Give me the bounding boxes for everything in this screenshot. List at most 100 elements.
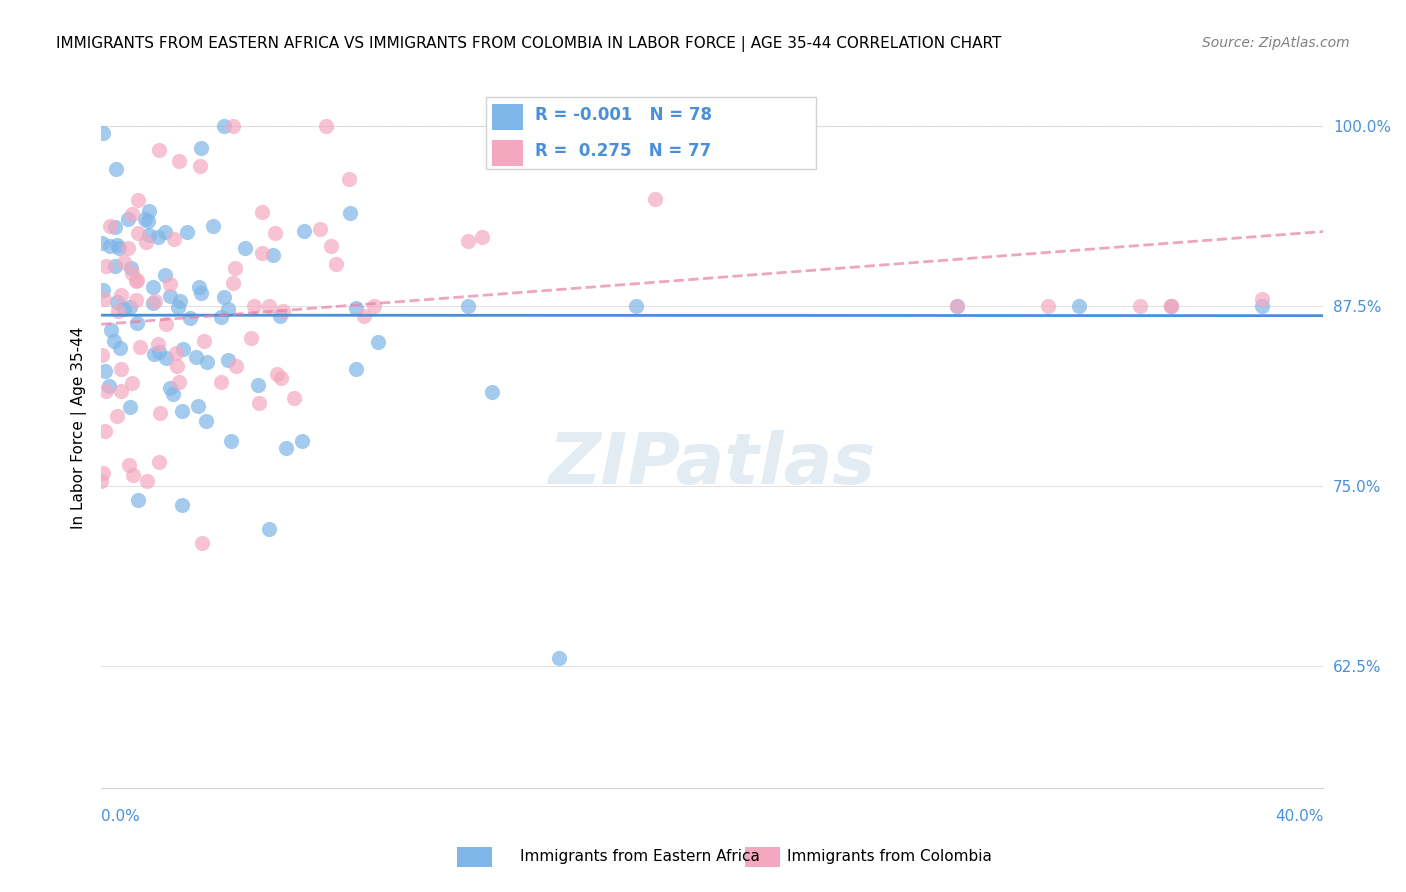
Point	[121, 266, 143, 280]
Point	[105, 162, 128, 177]
Point	[457, 234, 479, 248]
Point	[112, 301, 135, 316]
Point	[172, 343, 194, 357]
Point	[212, 119, 235, 133]
Point	[138, 204, 160, 219]
Text: Source: ZipAtlas.com: Source: ZipAtlas.com	[1202, 36, 1350, 50]
Text: R =  0.275   N = 77: R = 0.275 N = 77	[536, 142, 711, 161]
Point	[162, 387, 184, 401]
Point	[190, 285, 212, 300]
Point	[125, 293, 148, 307]
Point	[91, 466, 114, 480]
Point	[337, 172, 360, 186]
Point	[117, 458, 139, 472]
Point	[107, 241, 129, 255]
Point	[127, 226, 149, 240]
Point	[262, 248, 284, 262]
Point	[270, 371, 292, 385]
FancyBboxPatch shape	[486, 97, 815, 169]
Point	[127, 493, 149, 508]
Point	[212, 290, 235, 304]
Point	[148, 143, 170, 157]
Point	[209, 375, 232, 389]
Point	[138, 228, 160, 243]
Point	[266, 367, 288, 381]
Point	[187, 399, 209, 413]
Point	[121, 376, 143, 390]
Point	[90, 475, 112, 489]
Point	[367, 334, 389, 349]
Point	[1160, 299, 1182, 313]
Point	[167, 301, 190, 315]
Text: ZIPatlas: ZIPatlas	[548, 430, 876, 499]
Point	[110, 362, 132, 376]
Point	[108, 341, 131, 355]
Point	[148, 230, 170, 244]
Point	[141, 280, 163, 294]
Point	[644, 192, 666, 206]
FancyBboxPatch shape	[492, 104, 523, 129]
Point	[94, 259, 117, 273]
Point	[104, 220, 127, 235]
Point	[1160, 299, 1182, 313]
Point	[98, 219, 121, 233]
Point	[1038, 299, 1060, 313]
Point	[149, 406, 172, 420]
Point	[91, 126, 114, 140]
Point	[257, 299, 280, 313]
Point	[159, 289, 181, 303]
Point	[105, 294, 128, 309]
Point	[165, 346, 187, 360]
Point	[128, 340, 150, 354]
Y-axis label: In Labor Force | Age 35-44: In Labor Force | Age 35-44	[72, 327, 87, 529]
Point	[179, 310, 201, 325]
Point	[91, 348, 114, 362]
Point	[135, 235, 157, 249]
Point	[269, 309, 291, 323]
Point	[120, 400, 142, 414]
Point	[127, 272, 149, 286]
Point	[110, 287, 132, 301]
Point	[195, 355, 218, 369]
Point	[745, 138, 768, 153]
Point	[222, 119, 245, 133]
Point	[945, 299, 967, 313]
Point	[121, 207, 143, 221]
Text: R = -0.001   N = 78: R = -0.001 N = 78	[536, 106, 711, 124]
Point	[98, 239, 121, 253]
Point	[252, 204, 274, 219]
Point	[243, 299, 266, 313]
Point	[167, 375, 190, 389]
Text: 0.0%: 0.0%	[101, 809, 139, 824]
Point	[117, 212, 139, 227]
Point	[127, 316, 149, 330]
Point	[120, 300, 142, 314]
Point	[315, 119, 337, 133]
Point	[457, 299, 479, 313]
Point	[159, 277, 181, 291]
Point	[167, 154, 190, 169]
Point	[155, 317, 177, 331]
Point	[233, 241, 256, 255]
Point	[319, 239, 342, 253]
Point	[239, 331, 262, 345]
FancyBboxPatch shape	[492, 140, 523, 166]
Point	[225, 359, 247, 373]
Point	[1160, 299, 1182, 313]
Point	[217, 301, 239, 316]
Point	[191, 536, 214, 550]
Point	[142, 296, 165, 310]
Point	[125, 274, 148, 288]
Point	[346, 361, 368, 376]
Point	[97, 379, 120, 393]
Point	[222, 276, 245, 290]
Point	[624, 299, 647, 313]
Point	[143, 347, 166, 361]
Point	[283, 391, 305, 405]
Point	[110, 384, 132, 399]
Point	[136, 214, 159, 228]
Point	[166, 359, 188, 373]
Point	[257, 522, 280, 536]
Point	[224, 261, 246, 276]
Point	[263, 226, 285, 240]
